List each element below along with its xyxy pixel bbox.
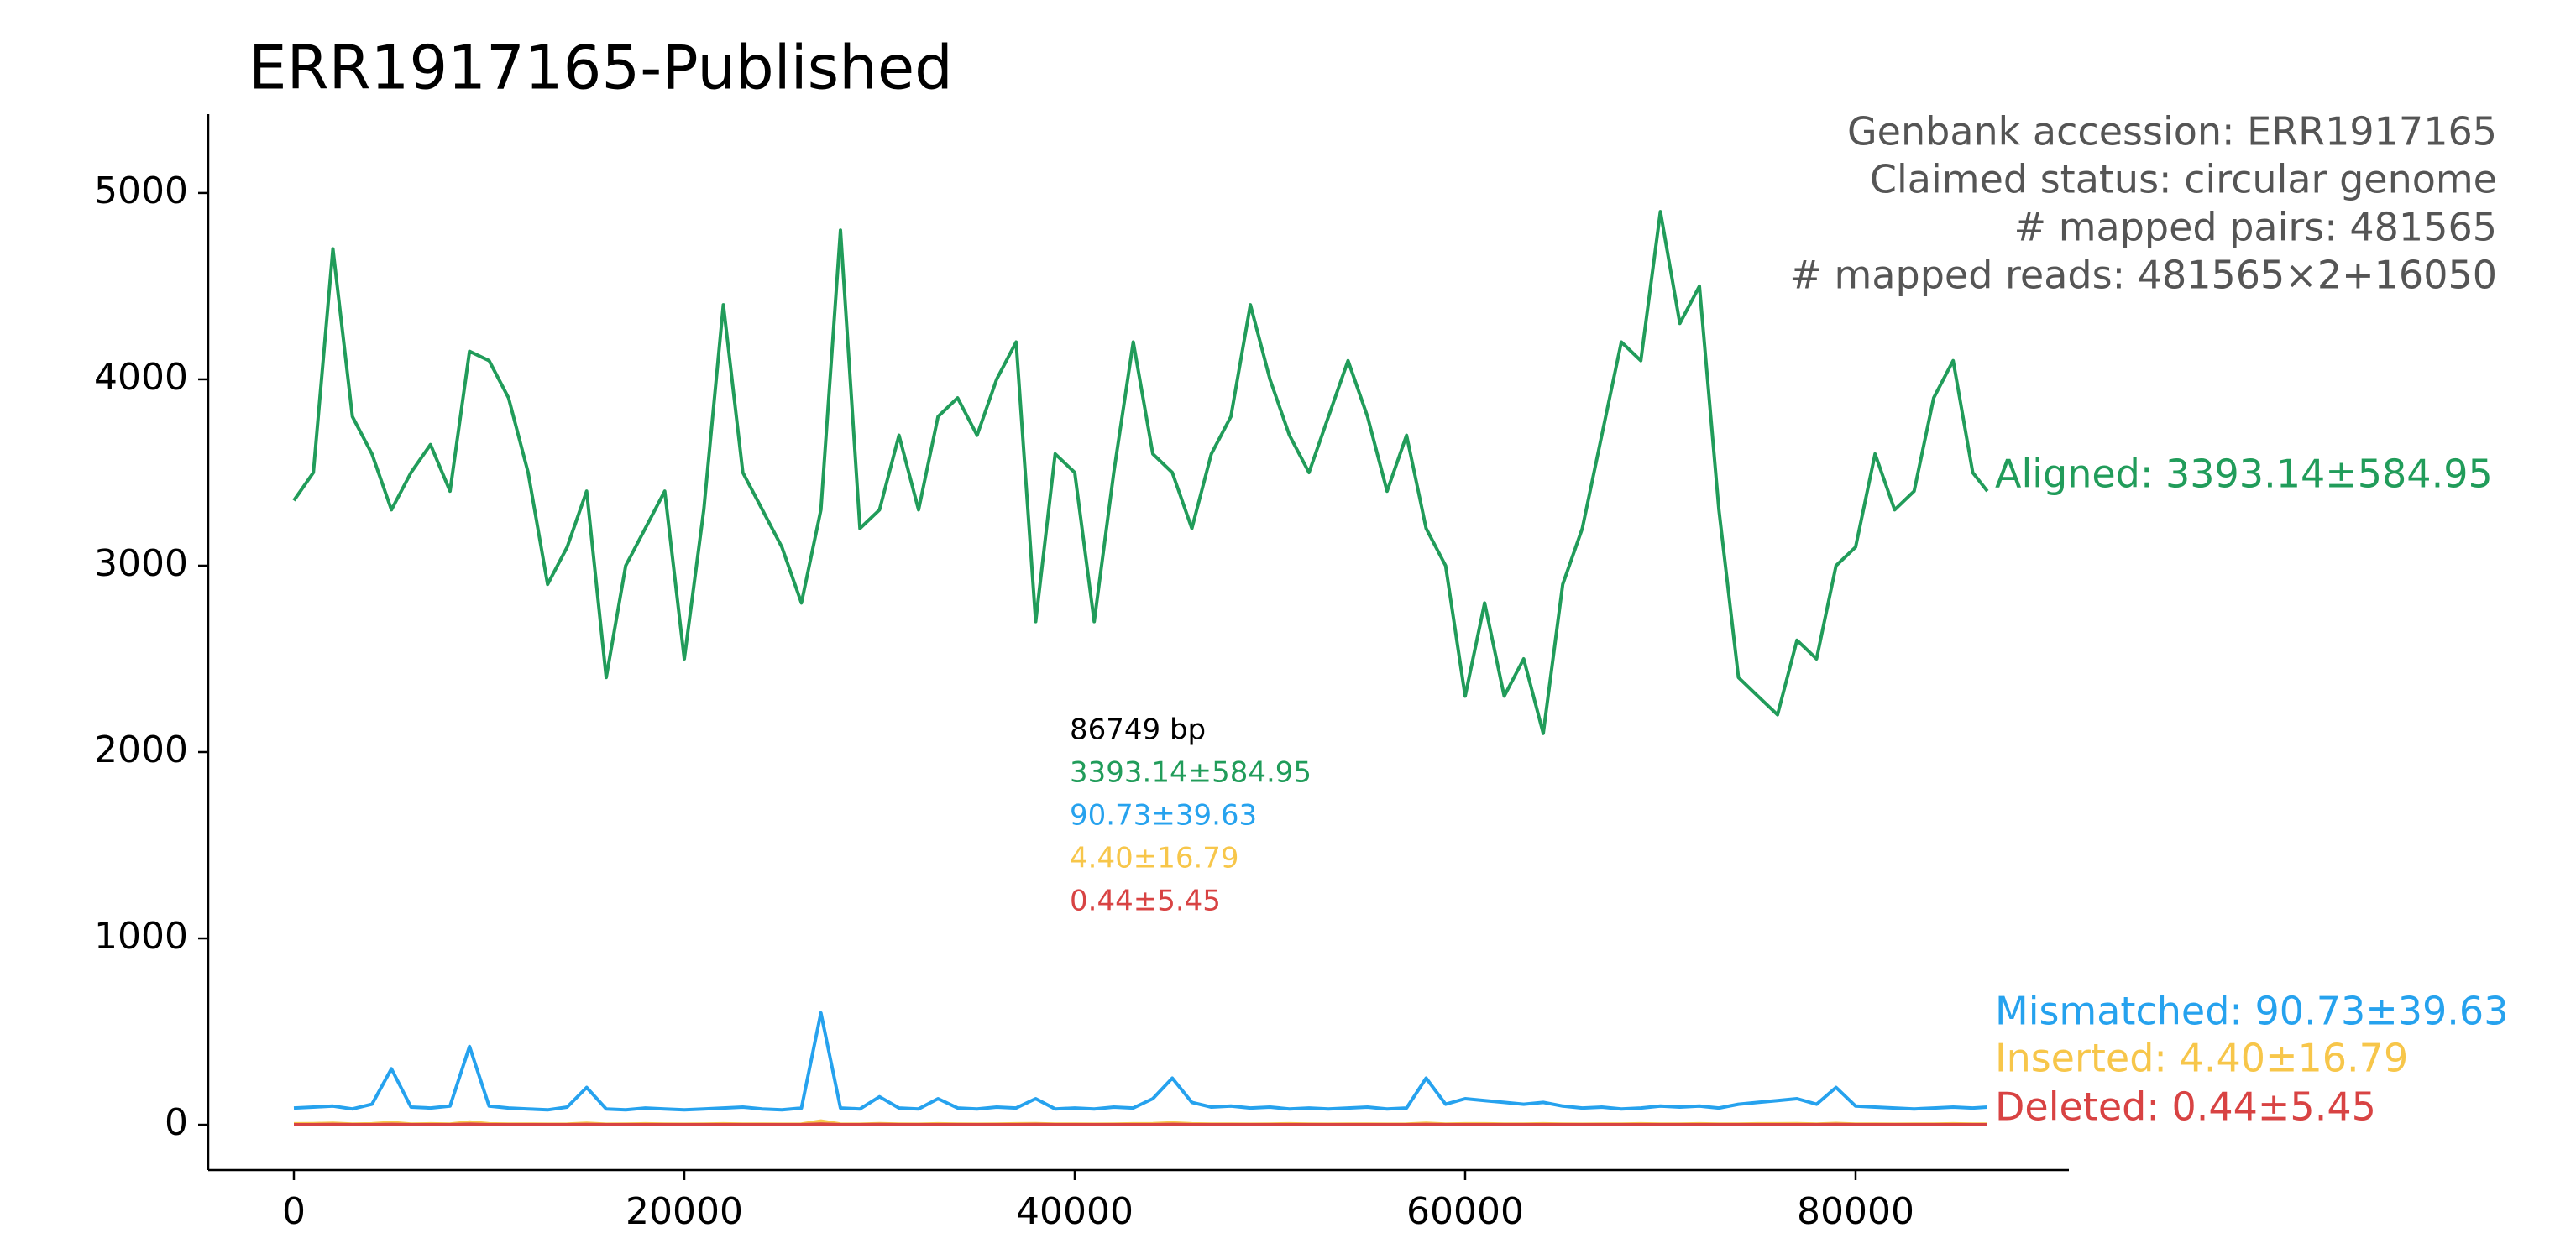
series-label: Aligned: 3393.14±584.95 (1995, 452, 2493, 497)
x-tick-label: 60000 (1406, 1190, 1524, 1233)
annotation: Claimed status: circular genome (1870, 157, 2497, 202)
chart-title: ERR1917165-Published (249, 33, 953, 103)
series-label: Deleted: 0.44±5.45 (1995, 1084, 2376, 1130)
series-line (294, 1122, 1987, 1126)
x-tick-label: 0 (282, 1190, 306, 1233)
x-tick-label: 40000 (1016, 1190, 1134, 1233)
x-tick-label: 80000 (1797, 1190, 1914, 1233)
annotation: # mapped pairs: 481565 (2014, 205, 2497, 250)
series-label: Inserted: 4.40±16.79 (1995, 1036, 2408, 1081)
annotation: # mapped reads: 481565×2+16050 (1789, 253, 2497, 298)
series-summary: 3393.14±584.95 (1070, 756, 1312, 790)
series-summary: 4.40±16.79 (1070, 842, 1239, 875)
y-tick-label: 2000 (94, 729, 188, 771)
y-tick-label: 0 (165, 1101, 188, 1144)
y-tick-label: 4000 (94, 356, 188, 399)
series-summary: 0.44±5.45 (1070, 885, 1221, 918)
y-tick-label: 3000 (94, 542, 188, 585)
x-tick-label: 20000 (626, 1190, 743, 1233)
series-label: Mismatched: 90.73±39.63 (1995, 989, 2508, 1034)
series-line (292, 210, 1989, 735)
series-line (293, 1011, 1988, 1112)
series-summary: 90.73±39.63 (1070, 799, 1257, 833)
y-tick-label: 1000 (94, 915, 188, 958)
annotation: Genbank accession: ERR1917165 (1847, 109, 2497, 154)
y-tick-label: 5000 (94, 170, 188, 212)
length-label: 86749 bp (1070, 713, 1206, 747)
